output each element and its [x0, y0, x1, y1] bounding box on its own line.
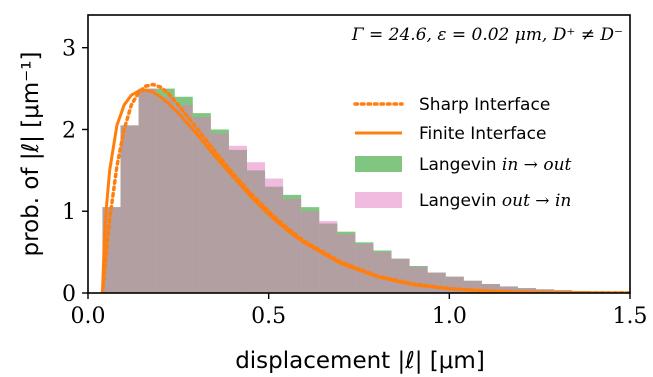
plot-frame — [87, 14, 631, 294]
histogram-out-in-bar — [138, 88, 157, 293]
x-tick-label: 0.5 — [251, 304, 286, 329]
histogram-out-in-bar — [301, 211, 320, 293]
y-tick-label: 0 — [62, 282, 76, 307]
legend-finite-label: Finite Interface — [419, 124, 546, 144]
histogram-out-in-bar — [373, 252, 392, 293]
histogram-out-in-bar — [120, 125, 139, 293]
legend-in-out-swatch — [355, 156, 402, 172]
histogram-out-in-bar — [228, 145, 247, 293]
legend-out-in-swatch — [355, 192, 402, 208]
legend-sharp-label: Sharp Interface — [419, 95, 550, 115]
histogram-out-in-bar — [427, 272, 446, 293]
histogram-out-in-bar — [517, 288, 537, 293]
finite-interface-curve — [100, 88, 630, 293]
y-tick-label: 1 — [62, 200, 76, 225]
histogram-out-in-bar — [210, 133, 229, 293]
x-tick-label: 1.5 — [613, 304, 648, 329]
legend-in-out-label: Langevin in → out — [419, 155, 572, 175]
legend: Sharp Interface Finite Interface Langevi… — [353, 95, 572, 211]
y-tick-label: 2 — [62, 118, 76, 143]
histogram-out-in-bar — [246, 162, 266, 293]
histogram-out-in-bar — [192, 117, 211, 293]
histogram-out-in-bar — [499, 286, 518, 293]
histogram-out-in-bar — [409, 266, 428, 293]
x-tick-label: 0.0 — [71, 304, 106, 329]
y-axis-ticks: 0 1 2 3 — [62, 37, 88, 307]
histogram-out-in-bar — [283, 198, 302, 293]
histogram-out-in-bar — [156, 96, 175, 293]
x-axis-ticks: 0.0 0.5 1.0 1.5 — [71, 293, 648, 329]
histogram-out-in-bar — [391, 258, 410, 293]
x-axis-label: displacement |ℓ| [μm] — [235, 348, 485, 374]
histogram-out-in-bar — [265, 178, 284, 293]
histogram-out-in-bar — [174, 104, 193, 293]
histogram-out-in-bar — [481, 284, 500, 293]
y-tick-label: 3 — [62, 37, 76, 62]
y-axis-label: prob. of |ℓ| [μm⁻¹] — [18, 52, 44, 257]
x-tick-label: 1.0 — [432, 304, 467, 329]
legend-out-in-label: Langevin out → in — [419, 191, 571, 211]
histogram-out-in-bar — [355, 243, 374, 293]
histogram-out-in-bar — [102, 207, 121, 293]
parameter-annotation: Γ = 24.6, ε = 0.02 μm, D⁺ ≠ D⁻ — [351, 25, 623, 45]
